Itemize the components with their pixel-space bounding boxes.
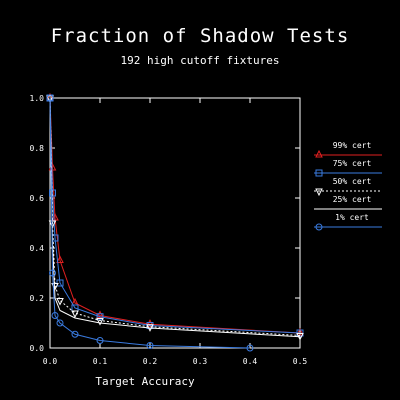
- data-point-4: [146, 342, 154, 349]
- data-point-4: [96, 337, 104, 344]
- data-point-0: [56, 255, 64, 263]
- data-point-4: [56, 319, 64, 327]
- data-point-1: [96, 313, 104, 321]
- legend-marker-4: [315, 223, 323, 231]
- data-point-0: [96, 310, 104, 318]
- data-point-4: [246, 344, 254, 352]
- legend-label: 75% cert: [333, 159, 372, 168]
- data-point-4: [51, 312, 59, 319]
- data-point-4: [46, 94, 54, 102]
- legend-label: 99% cert: [333, 141, 372, 150]
- y-tick-label: 0.8: [30, 144, 45, 153]
- x-tick-label: 0.5: [293, 357, 308, 366]
- y-tick-label: 0.6: [30, 194, 45, 203]
- chart-subtitle: 192 high cutoff fixtures: [121, 54, 280, 67]
- series-line-0: [49, 97, 301, 334]
- data-point-4: [49, 269, 56, 277]
- data-point-0: [146, 319, 154, 327]
- data-point-2: [56, 298, 64, 306]
- series-line-3: [49, 97, 301, 338]
- series-line-1: [49, 97, 301, 334]
- legend-marker-0: [315, 149, 323, 158]
- legend-marker-2: [315, 188, 323, 197]
- data-point-2: [46, 95, 54, 104]
- x-tick-label: 0.0: [43, 357, 58, 366]
- legend-label: 50% cert: [333, 177, 372, 186]
- y-tick-label: 0.2: [30, 294, 45, 303]
- x-axis-label: Target Accuracy: [95, 375, 195, 388]
- x-tick-label: 0.4: [243, 357, 258, 366]
- legend-label: 25% cert: [333, 195, 372, 204]
- x-tick-label: 0.2: [143, 357, 158, 366]
- data-point-2: [96, 318, 104, 326]
- legend-label: 1% cert: [335, 213, 369, 222]
- series-line-4: [49, 97, 251, 349]
- legend-marker-1: [315, 169, 323, 177]
- y-tick-label: 0.0: [30, 344, 45, 353]
- x-tick-label: 0.3: [193, 357, 208, 366]
- plot-frame: [49, 97, 301, 349]
- data-point-2: [71, 310, 79, 319]
- y-tick-label: 1.0: [30, 94, 45, 103]
- data-point-4: [71, 330, 79, 338]
- y-tick-label: 0.4: [30, 244, 45, 253]
- data-point-1: [49, 189, 56, 197]
- chart-title: Fraction of Shadow Tests: [51, 25, 350, 47]
- x-tick-label: 0.1: [93, 357, 108, 366]
- series-line-2: [49, 97, 301, 336]
